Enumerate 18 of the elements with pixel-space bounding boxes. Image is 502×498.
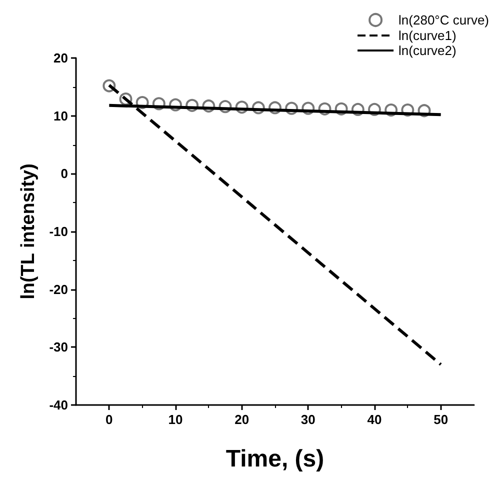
- x-tick-label: 50: [434, 412, 448, 427]
- y-tick-label: 20: [54, 50, 68, 66]
- legend-label: ln(curve2): [398, 43, 456, 58]
- y-tick-label: -20: [49, 282, 68, 297]
- x-tick-label: 20: [234, 412, 250, 427]
- x-tick-label: 30: [300, 412, 316, 427]
- y-tick-label: 0: [60, 166, 68, 182]
- x-tick-label: 40: [367, 412, 382, 427]
- x-axis-title: Time, (s): [226, 446, 324, 472]
- x-tick-label: 10: [168, 412, 183, 427]
- y-tick-label: 10: [54, 108, 68, 124]
- legend-label: ln(280°C curve): [398, 12, 490, 28]
- legend-label: ln(curve1): [398, 28, 456, 43]
- y-tick-label: -30: [49, 340, 68, 355]
- y-tick-label: -10: [49, 224, 68, 239]
- y-axis-title: ln(TL intensity): [18, 164, 39, 300]
- y-tick-label: -40: [49, 398, 68, 412]
- x-tick-label: 0: [106, 412, 113, 427]
